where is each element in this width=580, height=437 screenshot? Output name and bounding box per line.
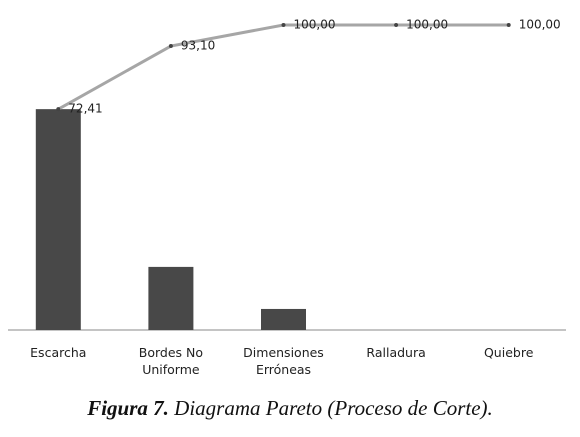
- bar: [148, 266, 194, 330]
- x-tick-label: Bordes No Uniforme: [138, 345, 204, 377]
- line-marker: [394, 23, 399, 27]
- x-tick-label: Dimensiones Erróneas: [243, 345, 324, 377]
- caption-label: Figura 7.: [87, 396, 169, 420]
- line-marker: [506, 23, 511, 27]
- caption-text: Diagrama Pareto (Proceso de Corte).: [174, 396, 493, 420]
- x-tick-label: Escarcha: [30, 345, 87, 360]
- caption: Figura 7. Diagrama Pareto (Proceso de Co…: [0, 396, 580, 421]
- line-marker: [281, 23, 286, 27]
- bar: [261, 308, 306, 330]
- chart: 72,41 93,10 100,00 100,00 100,00: [8, 18, 566, 331]
- x-tick-label: Ralladura: [366, 345, 426, 360]
- bar: [35, 109, 81, 330]
- data-label: 100,00: [406, 18, 448, 32]
- data-label: 100,00: [519, 18, 561, 32]
- x-tick-label: Quiebre: [483, 345, 534, 360]
- line-marker: [168, 44, 173, 49]
- data-label: 100,00: [294, 18, 336, 32]
- cumulative-line: [57, 23, 509, 111]
- data-label: 72,41: [68, 102, 102, 116]
- line-marker: [56, 107, 61, 112]
- data-label: 93,10: [181, 39, 215, 53]
